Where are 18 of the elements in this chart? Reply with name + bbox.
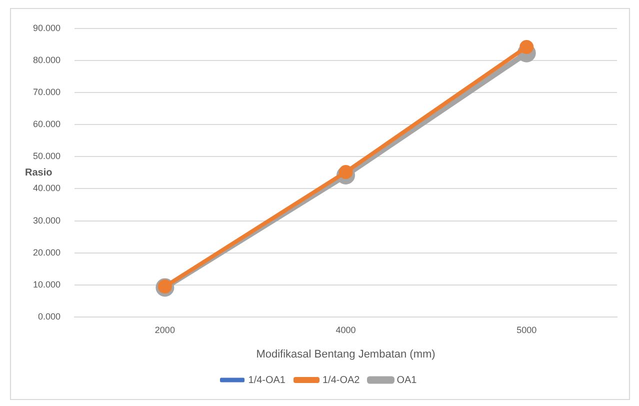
x-tick-label: 2000	[154, 324, 175, 335]
y-axis-title: Rasio	[25, 167, 52, 178]
y-tick-label: 20.000	[32, 247, 61, 258]
x-tick-label: 4000	[336, 324, 356, 335]
y-tick-label: 60.000	[32, 119, 61, 130]
x-tick-label: 5000	[516, 324, 537, 335]
y-tick-label: 10.000	[32, 279, 61, 290]
x-axis-title: Modifikasal Bentang Jembatan (mm)	[256, 348, 436, 360]
y-tick-label: 30.000	[32, 215, 61, 226]
legend-label: OA1	[396, 374, 418, 386]
legend-label: 1/4-OA1	[248, 374, 286, 386]
y-tick-label: 90.000	[32, 22, 61, 33]
y-tick-label: 0.000	[38, 311, 61, 322]
legend-label: 1/4-OA2	[322, 374, 360, 386]
y-tick-label: 80.000	[32, 54, 61, 65]
y-tick-label: 40.000	[32, 183, 61, 194]
y-tick-label: 50.000	[32, 151, 61, 162]
y-tick-label: 70.000	[32, 87, 61, 98]
